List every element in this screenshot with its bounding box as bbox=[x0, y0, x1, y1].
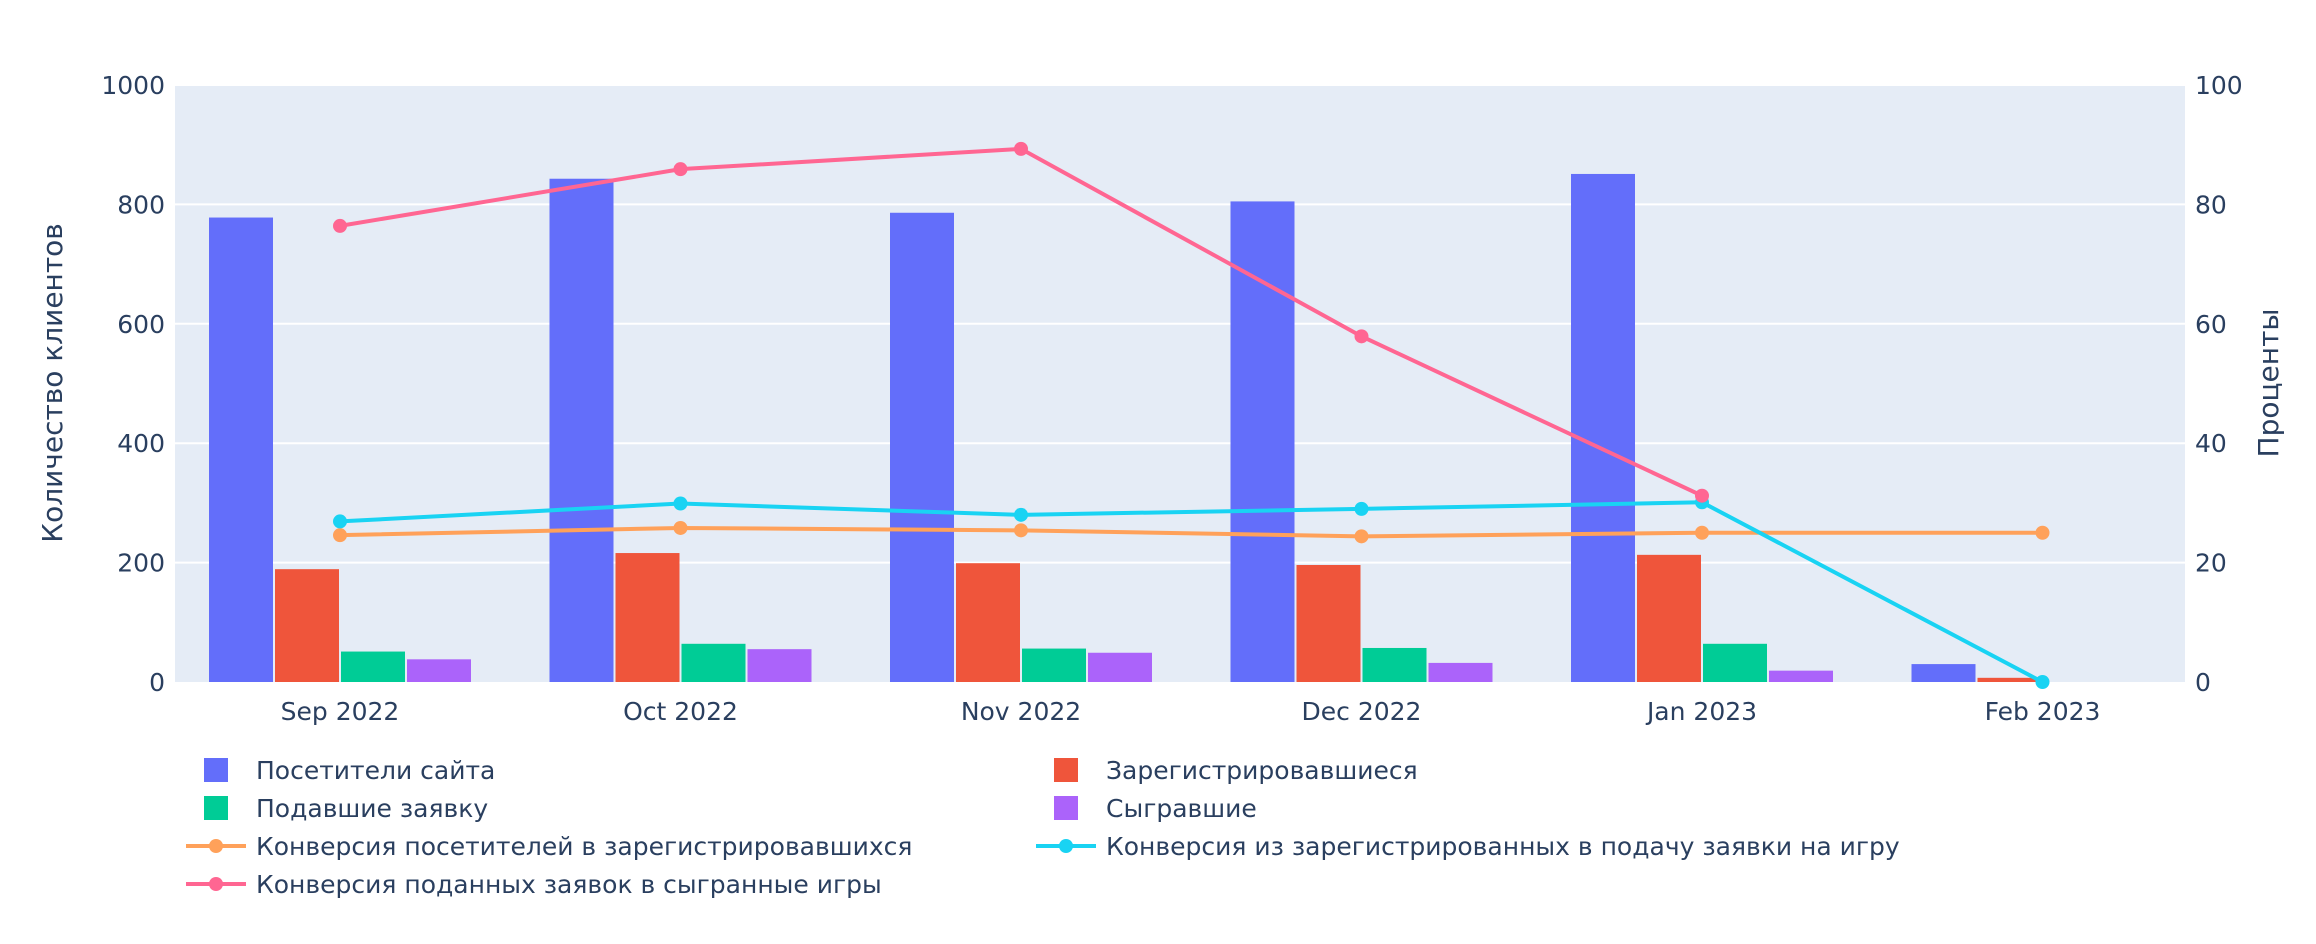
bar bbox=[1296, 564, 1361, 682]
series-line bbox=[339, 500, 2044, 684]
bar bbox=[1230, 201, 1295, 683]
bar bbox=[681, 643, 746, 682]
legend-label: Посетители сайта bbox=[256, 756, 495, 785]
data-point bbox=[333, 514, 347, 529]
legend-swatch bbox=[209, 839, 223, 853]
bar bbox=[956, 563, 1020, 682]
plot-background bbox=[175, 85, 2185, 682]
data-point bbox=[673, 162, 688, 177]
data-point bbox=[1014, 507, 1028, 522]
legend-swatch bbox=[204, 758, 228, 782]
data-point bbox=[2035, 675, 2050, 689]
bar bbox=[1911, 664, 1976, 682]
x-tick-label: Oct 2022 bbox=[623, 697, 738, 726]
y2-tick-label: 100 bbox=[2195, 71, 2243, 100]
bar bbox=[1977, 677, 2042, 682]
bar bbox=[747, 649, 812, 682]
data-point bbox=[1695, 525, 1709, 540]
bar bbox=[1428, 662, 1493, 682]
y-tick-label: 800 bbox=[117, 190, 165, 219]
legend-swatch bbox=[209, 877, 223, 891]
legend-swatch bbox=[204, 796, 228, 820]
bar-layer bbox=[209, 173, 2042, 683]
x-tick-label: Sep 2022 bbox=[281, 697, 400, 726]
y-tick-label: 1000 bbox=[101, 71, 165, 100]
x-tick-label: Feb 2023 bbox=[1985, 697, 2101, 726]
data-point bbox=[333, 528, 347, 543]
y-tick-label: 0 bbox=[149, 668, 165, 697]
y2-axis-title: Проценты bbox=[2252, 309, 2285, 458]
data-point bbox=[673, 496, 688, 511]
y2-tick-label: 80 bbox=[2195, 190, 2227, 219]
y2-tick-label: 0 bbox=[2195, 668, 2211, 697]
bar bbox=[1637, 554, 1701, 682]
bar bbox=[615, 553, 680, 682]
data-point bbox=[1354, 501, 1369, 516]
y2-tick-label: 40 bbox=[2195, 429, 2227, 458]
bar bbox=[1703, 643, 1767, 682]
bar bbox=[1022, 648, 1086, 682]
y2-tick-label: 60 bbox=[2195, 310, 2227, 339]
line-layer bbox=[333, 141, 2050, 689]
data-point bbox=[1354, 329, 1369, 344]
data-point bbox=[333, 218, 347, 233]
legend-label: Конверсия посетителей в зарегистрировавш… bbox=[256, 832, 912, 861]
axis-labels: 0 200 400 600 800 1000 0 20 40 60 80 100 Sep 2022 Oct… bbox=[101, 71, 2242, 726]
legend-label: Сыгравшие bbox=[1106, 794, 1257, 823]
bar bbox=[209, 217, 273, 682]
grid-lines bbox=[175, 84, 2185, 564]
legend-label: Подавшие заявку bbox=[256, 794, 488, 823]
y-axis-title: Количество клиентов bbox=[36, 223, 69, 543]
legend-swatch bbox=[1059, 839, 1073, 853]
bar bbox=[1362, 647, 1427, 682]
bar bbox=[407, 659, 471, 682]
bar bbox=[275, 569, 339, 682]
data-point bbox=[1695, 488, 1709, 503]
legend-label: Зарегистрировавшиеся bbox=[1106, 756, 1418, 785]
x-tick-label: Nov 2022 bbox=[961, 697, 1081, 726]
x-tick-label: Dec 2022 bbox=[1302, 697, 1422, 726]
legend-label: Конверсия из зарегистрированных в подачу… bbox=[1106, 832, 1900, 861]
data-point bbox=[1014, 141, 1028, 156]
legend: Посетители сайта Зарегистрировавшиеся Пода… bbox=[186, 756, 1900, 899]
legend-swatch bbox=[1054, 758, 1078, 782]
bar bbox=[341, 651, 405, 682]
y-tick-label: 400 bbox=[117, 429, 165, 458]
x-tick-label: Jan 2023 bbox=[1645, 697, 1757, 726]
bar bbox=[1769, 670, 1833, 682]
legend-label: Конверсия поданных заявок в сыгранные иг… bbox=[256, 870, 882, 899]
y-tick-label: 600 bbox=[117, 310, 165, 339]
data-point bbox=[1354, 529, 1369, 544]
legend-swatch bbox=[1054, 796, 1078, 820]
bar bbox=[1088, 652, 1152, 682]
bar bbox=[1571, 173, 1635, 682]
bar bbox=[549, 178, 614, 682]
data-point bbox=[673, 520, 688, 535]
y2-tick-label: 20 bbox=[2195, 549, 2227, 578]
bar bbox=[890, 212, 954, 682]
data-point bbox=[2035, 525, 2050, 540]
y-tick-label: 200 bbox=[117, 549, 165, 578]
data-point bbox=[1014, 523, 1028, 538]
